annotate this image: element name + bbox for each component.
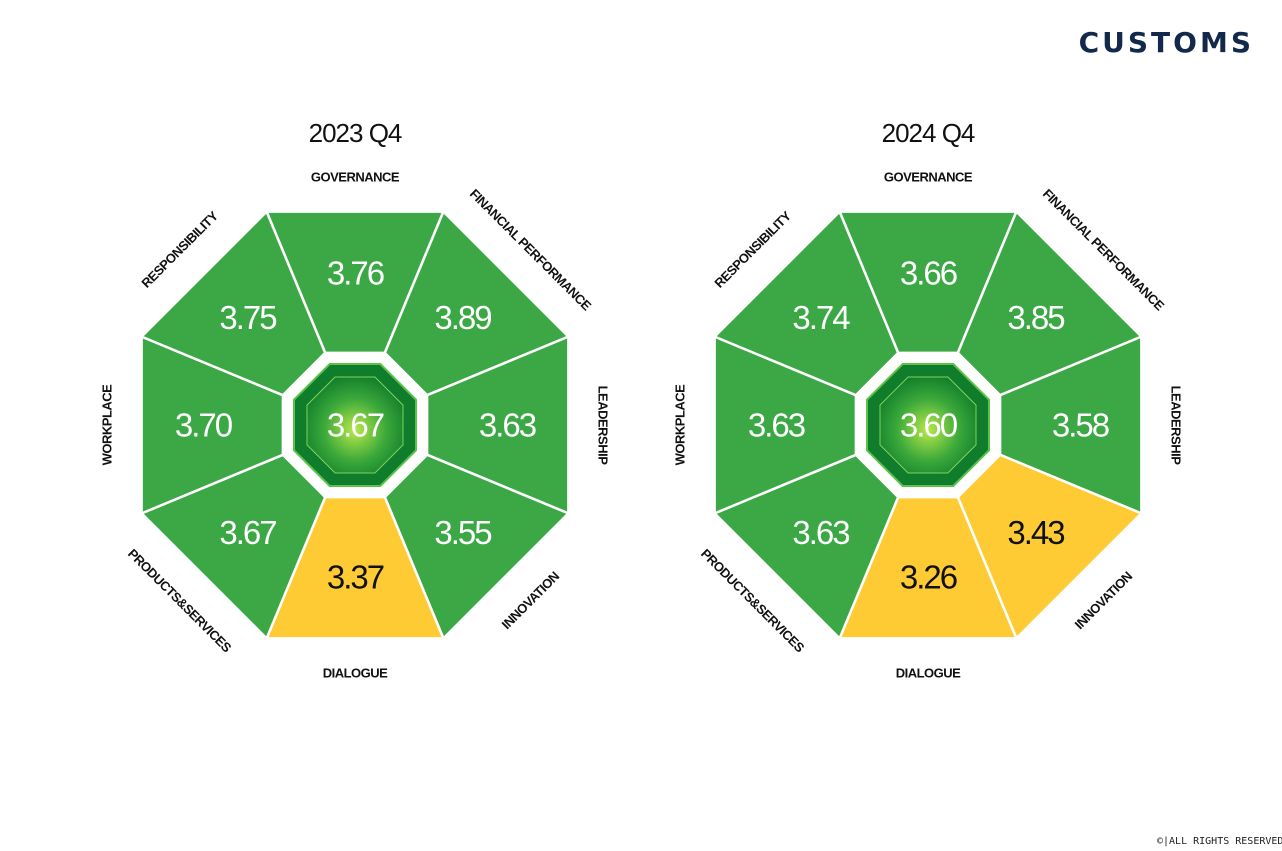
center-gem-facet — [879, 376, 977, 474]
segment-value: 3.58 — [1052, 407, 1109, 444]
center-gem-facet — [306, 376, 404, 474]
octagon-chart-2024: 3.66 3.85 3.58 3.43 3.26 3.63 3.63 3.74 3.60 GOVE… — [673, 170, 1184, 681]
chart-title-2023: 2023 Q4 — [308, 118, 403, 148]
center-value: 3.60 — [900, 407, 958, 444]
segment-value: 3.74 — [792, 299, 850, 336]
segment-label: DIALOGUE — [896, 666, 961, 681]
segment-value: 3.75 — [219, 299, 276, 336]
copyright-notice: ©|ALL RIGHTS RESERVED — [1157, 836, 1282, 847]
segment-label: GOVERNANCE — [884, 170, 973, 185]
chart-title-2024: 2024 Q4 — [881, 118, 976, 148]
segment-value: 3.43 — [1007, 514, 1064, 551]
segment-value: 3.89 — [434, 299, 491, 336]
segment-label: INNOVATION — [499, 569, 562, 632]
segment-label: LEADERSHIP — [596, 386, 611, 466]
segment-value: 3.63 — [479, 407, 536, 444]
octagon-chart-2023: 3.76 3.89 3.63 3.55 3.37 3.67 3.70 3.75 3.67 GOVE… — [100, 170, 611, 681]
segment-label: WORKPLACE — [673, 384, 688, 466]
segment-label: GOVERNANCE — [311, 170, 400, 185]
segment-value: 3.67 — [219, 514, 276, 551]
brand-logo: CUSTOMS — [1078, 26, 1254, 59]
segment-label: LEADERSHIP — [1169, 386, 1184, 466]
segment-value: 3.66 — [900, 255, 957, 292]
segment-value: 3.37 — [327, 559, 384, 596]
segment-value: 3.76 — [327, 255, 384, 292]
segment-value: 3.70 — [175, 407, 233, 444]
center-value: 3.67 — [327, 407, 384, 444]
segment-label: DIALOGUE — [323, 666, 388, 681]
segment-label: WORKPLACE — [100, 384, 115, 466]
segment-value: 3.55 — [434, 514, 491, 551]
segment-value: 3.26 — [900, 559, 957, 596]
segment-value: 3.85 — [1007, 299, 1064, 336]
segment-value: 3.63 — [748, 407, 805, 444]
segment-value: 3.63 — [792, 514, 849, 551]
segment-label: INNOVATION — [1072, 569, 1135, 632]
